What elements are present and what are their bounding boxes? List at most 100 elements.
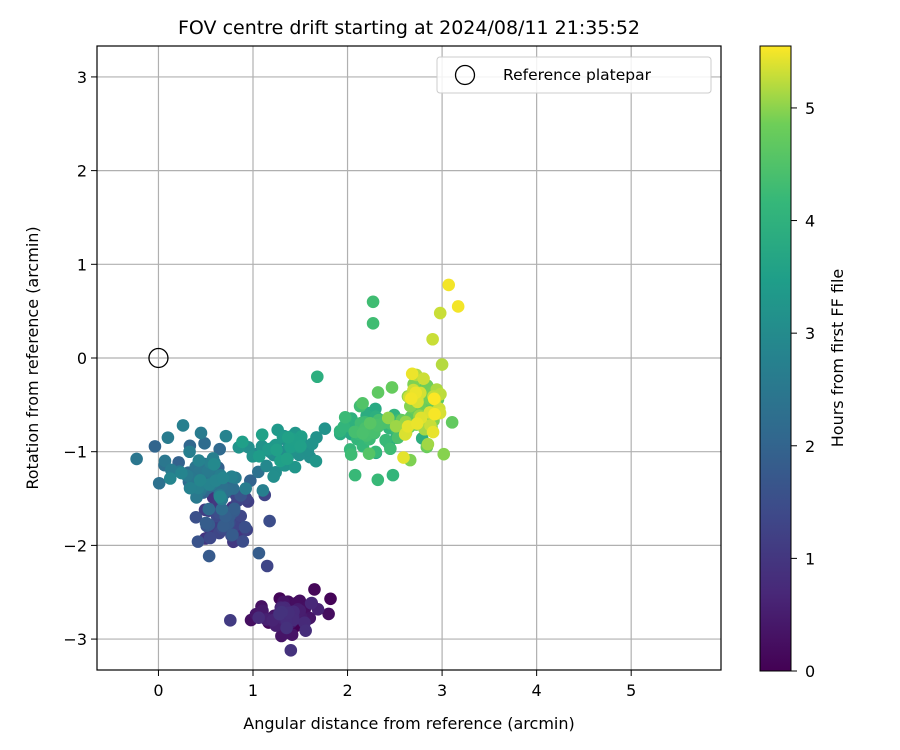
x-tick-label: 0 xyxy=(153,681,163,700)
x-tick-label: 2 xyxy=(342,681,352,700)
legend: Reference platepar xyxy=(436,56,712,94)
scatter-point xyxy=(389,419,403,433)
y-axis-label: Rotation from reference (arcmin) xyxy=(23,226,42,489)
scatter-point xyxy=(256,484,270,497)
scatter-point xyxy=(183,445,196,459)
scatter-point xyxy=(203,531,217,545)
scatter-point xyxy=(224,614,237,627)
scatter-point xyxy=(280,621,293,635)
scatter-point xyxy=(148,440,162,453)
scatter-point xyxy=(260,559,274,573)
scatter-point xyxy=(260,459,273,473)
scatter-point xyxy=(417,372,430,386)
y-tick-label: −1 xyxy=(63,443,87,462)
scatter-point xyxy=(426,332,439,346)
colorbar-ticks: 0 1 2 3 4 5 xyxy=(791,99,815,681)
colorbar-tick-label: 3 xyxy=(805,324,815,343)
scatter-point xyxy=(435,358,449,371)
scatter-point xyxy=(366,317,380,330)
scatter-point xyxy=(381,411,395,425)
scatter-point xyxy=(397,451,410,464)
scatter-point xyxy=(199,516,213,530)
scatter-point xyxy=(371,386,385,399)
scatter-point xyxy=(252,546,266,560)
scatter-point xyxy=(163,472,177,485)
scatter-point xyxy=(190,491,203,504)
scatter-point xyxy=(445,416,459,429)
scatter-point xyxy=(213,490,227,504)
x-tick-label: 4 xyxy=(532,681,542,700)
scatter-point xyxy=(213,442,226,456)
scatter-point xyxy=(194,426,208,440)
scatter-point xyxy=(322,607,335,621)
scatter-point xyxy=(152,476,166,490)
scatter-point xyxy=(362,447,376,461)
scatter-point xyxy=(158,454,172,468)
legend-marker-icon xyxy=(454,64,476,86)
scatter-point xyxy=(270,443,283,457)
scatter-point xyxy=(324,592,337,606)
colorbar-tick-label: 5 xyxy=(805,99,815,118)
scatter-point xyxy=(267,470,280,483)
scatter-point xyxy=(252,611,266,624)
colorbar-tick-label: 0 xyxy=(805,662,815,681)
scatter-point xyxy=(175,466,188,480)
scatter-point xyxy=(202,502,216,516)
scatter-point xyxy=(176,419,190,432)
scatter-point xyxy=(252,449,266,463)
colorbar-tick-label: 1 xyxy=(805,549,815,568)
scatter-point xyxy=(421,437,435,451)
scatter-point xyxy=(356,397,369,410)
reference-platepar-marker xyxy=(148,347,169,369)
scatter-point xyxy=(344,448,358,461)
x-tick-label: 3 xyxy=(437,681,447,700)
scatter-point xyxy=(356,426,370,440)
scatter-point xyxy=(239,482,252,495)
scatter-point xyxy=(426,425,440,439)
y-axis-ticks: −3 −2 −1 0 1 2 3 xyxy=(63,68,97,649)
y-tick-label: 1 xyxy=(77,255,87,274)
scatter-point xyxy=(384,442,397,456)
y-tick-label: −3 xyxy=(63,630,87,649)
scatter-point xyxy=(363,416,377,430)
scatter-point xyxy=(161,431,175,444)
scatter-point xyxy=(451,300,465,313)
scatter-point xyxy=(202,549,216,563)
legend-box xyxy=(436,56,712,94)
scatter-point xyxy=(227,502,241,516)
scatter-point xyxy=(348,468,362,482)
scatter-point xyxy=(366,295,380,309)
scatter-point xyxy=(183,481,197,495)
scatter-point xyxy=(337,420,351,434)
scatter-point xyxy=(280,452,294,466)
y-tick-label: 0 xyxy=(77,349,87,368)
scatter-point xyxy=(304,597,318,610)
scatter-point xyxy=(207,458,221,471)
scatter-point xyxy=(226,528,239,542)
y-tick-label: 2 xyxy=(77,162,87,181)
scatter-point xyxy=(236,435,249,449)
scatter-point xyxy=(404,392,418,405)
y-tick-label: −2 xyxy=(63,536,87,555)
chart-title: FOV centre drift starting at 2024/08/11 … xyxy=(178,17,640,39)
scatter-point xyxy=(410,417,424,430)
colorbar-tick-label: 2 xyxy=(805,437,815,456)
colorbar-label: Hours from first FF file xyxy=(828,269,847,448)
scatter-points xyxy=(130,278,465,657)
scatter-point xyxy=(273,607,286,621)
scatter-point xyxy=(189,510,203,524)
scatter-point xyxy=(405,367,419,381)
scatter-point xyxy=(294,439,307,453)
grid-lines xyxy=(97,46,721,670)
reference-marker-group xyxy=(148,347,169,369)
scatter-point xyxy=(193,473,207,487)
scatter-point xyxy=(236,535,250,548)
scatter-point xyxy=(299,624,312,637)
scatter-point xyxy=(442,278,456,292)
scatter-point xyxy=(255,428,269,441)
scatter-point xyxy=(305,437,319,451)
scatter-point xyxy=(215,502,229,516)
y-tick-label: 3 xyxy=(77,68,87,87)
scatter-point xyxy=(428,407,441,421)
